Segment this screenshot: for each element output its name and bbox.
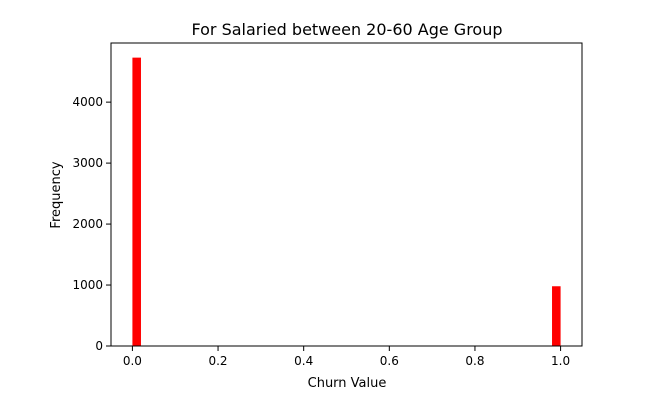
y-tick-label: 1000: [72, 278, 103, 292]
x-tick-label: 0.0: [123, 354, 142, 368]
x-tick-label: 0.6: [380, 354, 399, 368]
x-tick-label: 1.0: [551, 354, 570, 368]
y-tick-label: 2000: [72, 217, 103, 231]
chart-title: For Salaried between 20-60 Age Group: [192, 20, 503, 39]
y-tick-label: 4000: [72, 95, 103, 109]
x-axis-label: Churn Value: [308, 376, 387, 391]
y-tick-label: 3000: [72, 156, 103, 170]
x-tick-label: 0.8: [465, 354, 484, 368]
histogram-bar-0: [132, 57, 141, 347]
x-tick-label: 0.2: [208, 354, 227, 368]
y-axis: 0 1000 2000 3000 4000: [72, 95, 111, 353]
histogram-bar-1: [552, 286, 561, 346]
plot-area-frame: [110, 42, 583, 347]
y-axis-label: Frequency: [49, 161, 64, 228]
bars-group: [132, 57, 561, 347]
x-tick-label: 0.4: [294, 354, 313, 368]
y-tick-label: 0: [95, 339, 103, 353]
x-axis: 0.0 0.2 0.4 0.6 0.8 1.0: [123, 346, 570, 368]
